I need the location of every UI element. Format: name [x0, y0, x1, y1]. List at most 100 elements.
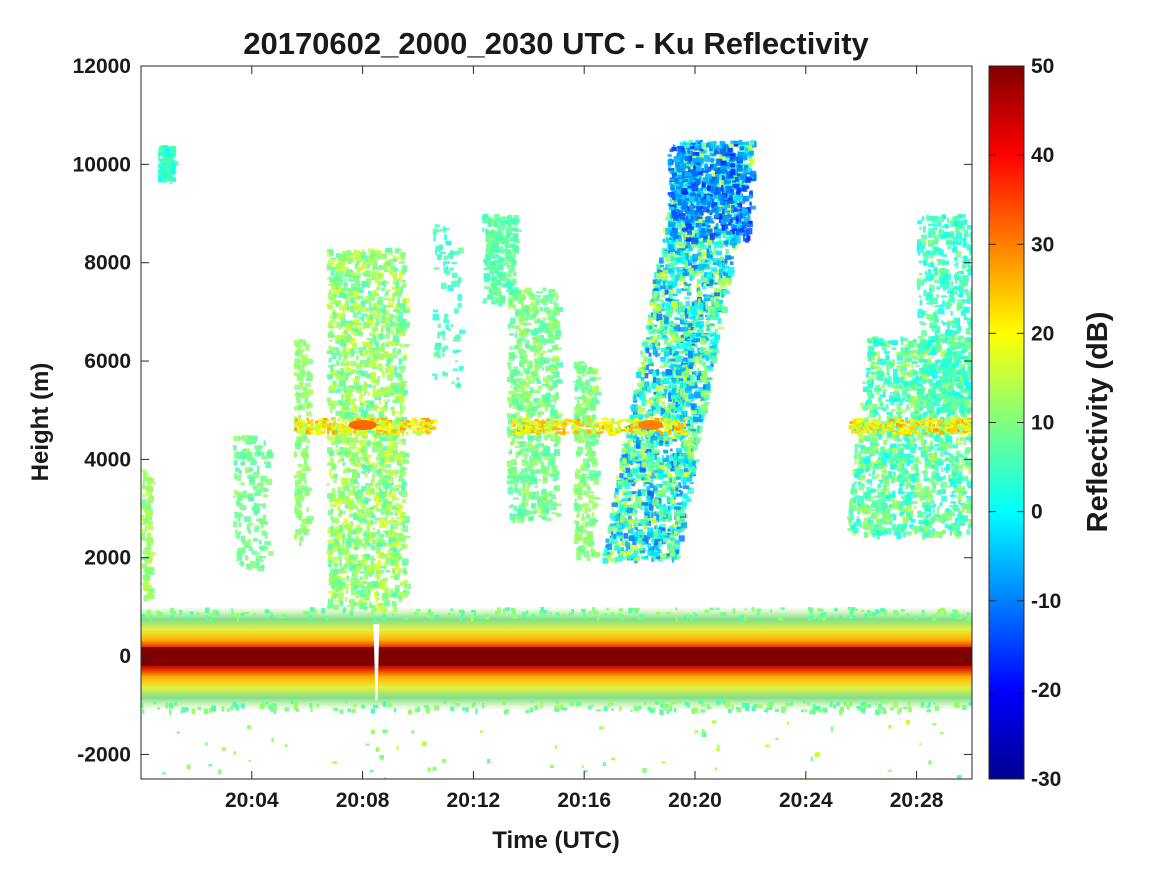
reflectivity-cell	[399, 343, 403, 347]
reflectivity-cell	[340, 253, 346, 261]
reflectivity-cell	[332, 473, 335, 480]
reflectivity-cell	[393, 519, 398, 526]
reflectivity-cell	[668, 381, 672, 387]
reflectivity-cell	[366, 384, 372, 388]
reflectivity-cell	[389, 592, 392, 596]
reflectivity-cell	[394, 584, 400, 592]
reflectivity-cell	[509, 346, 513, 350]
surface-edge-cell	[955, 616, 959, 619]
reflectivity-cell	[396, 288, 401, 292]
reflectivity-cell	[343, 548, 351, 552]
reflectivity-cell	[710, 238, 715, 244]
reflectivity-cell	[712, 294, 720, 300]
reflectivity-cell	[354, 405, 358, 412]
reflectivity-cell	[235, 491, 241, 494]
reflectivity-cell	[549, 473, 554, 478]
surface-edge-cell	[606, 607, 609, 611]
reflectivity-cell	[338, 568, 346, 571]
reflectivity-cell	[250, 460, 257, 466]
reflectivity-cell	[510, 372, 515, 380]
reflectivity-cell	[349, 338, 356, 345]
reflectivity-cell	[526, 442, 531, 448]
reflectivity-cell	[521, 460, 529, 466]
reflectivity-cell	[573, 488, 577, 492]
reflectivity-cell	[342, 348, 347, 353]
reflectivity-cell	[375, 595, 378, 603]
reflectivity-cell	[338, 256, 341, 262]
reflectivity-cell	[488, 253, 493, 256]
surface-edge-cell	[940, 607, 946, 612]
reflectivity-cell	[353, 458, 361, 463]
reflectivity-cell	[294, 535, 298, 539]
reflectivity-cell	[403, 517, 410, 523]
reflectivity-cell	[513, 345, 519, 350]
reflectivity-cell	[352, 398, 357, 402]
reflectivity-cell	[299, 338, 306, 344]
reflectivity-cell	[254, 528, 259, 533]
reflectivity-cell	[701, 216, 708, 220]
reflectivity-cell	[350, 348, 355, 355]
reflectivity-cell	[343, 351, 349, 359]
surface-edge-cell	[754, 703, 758, 708]
reflectivity-cell	[487, 293, 493, 300]
reflectivity-cell	[296, 470, 303, 477]
reflectivity-cell	[141, 514, 145, 522]
reflectivity-cell	[246, 563, 253, 571]
reflectivity-cell	[520, 468, 528, 473]
surface-edge-cell	[569, 701, 575, 707]
reflectivity-cell	[378, 517, 386, 522]
reflectivity-cell	[519, 449, 524, 455]
reflectivity-cell	[588, 486, 591, 491]
reflectivity-cell	[519, 405, 523, 412]
reflectivity-cell	[550, 394, 554, 398]
reflectivity-cell	[331, 441, 336, 446]
reflectivity-cell	[547, 433, 551, 438]
surface-edge-cell	[789, 701, 793, 706]
reflectivity-cell	[378, 486, 382, 491]
reflectivity-cell	[580, 464, 586, 470]
reflectivity-cell	[389, 526, 393, 534]
surface-edge-cell	[861, 609, 865, 612]
reflectivity-cell	[341, 447, 348, 455]
reflectivity-cell	[648, 327, 652, 331]
reflectivity-cell	[392, 507, 399, 510]
reflectivity-cell	[536, 350, 540, 354]
reflectivity-cell	[537, 478, 542, 481]
reflectivity-cell	[390, 487, 396, 492]
reflectivity-cell	[506, 430, 513, 435]
reflectivity-cell	[366, 465, 372, 472]
reflectivity-cell	[521, 295, 526, 300]
reflectivity-cell	[335, 410, 342, 416]
reflectivity-cell	[243, 516, 251, 523]
surface-edge-cell	[348, 708, 351, 713]
reflectivity-cell	[253, 507, 260, 513]
reflectivity-cell	[592, 368, 599, 371]
reflectivity-cell	[733, 172, 740, 178]
surface-edge-cell	[707, 706, 712, 710]
reflectivity-cell	[302, 448, 308, 454]
surface-edge-cell	[345, 701, 348, 704]
reflectivity-cell	[385, 310, 390, 316]
reflectivity-cell	[528, 315, 531, 321]
reflectivity-cell	[534, 400, 538, 405]
reflectivity-cell	[257, 565, 265, 572]
reflectivity-cell	[397, 323, 405, 329]
reflectivity-cell	[594, 391, 602, 396]
reflectivity-cell	[574, 384, 579, 391]
reflectivity-cell	[164, 165, 169, 171]
reflectivity-cell	[350, 411, 355, 415]
surface-edge-cell	[700, 704, 706, 707]
reflectivity-cell	[533, 358, 540, 364]
reflectivity-cell	[338, 548, 342, 556]
surface-edge-cell	[540, 616, 543, 619]
reflectivity-cell	[341, 534, 346, 538]
reflectivity-cell	[576, 510, 580, 516]
reflectivity-cell	[162, 145, 170, 149]
reflectivity-cell	[328, 469, 332, 476]
reflectivity-cell	[392, 336, 400, 342]
reflectivity-cell	[695, 337, 701, 343]
surface-edge-cell	[954, 702, 960, 709]
reflectivity-cell	[706, 389, 712, 394]
reflectivity-cell	[545, 375, 548, 380]
reflectivity-cell	[400, 581, 407, 587]
